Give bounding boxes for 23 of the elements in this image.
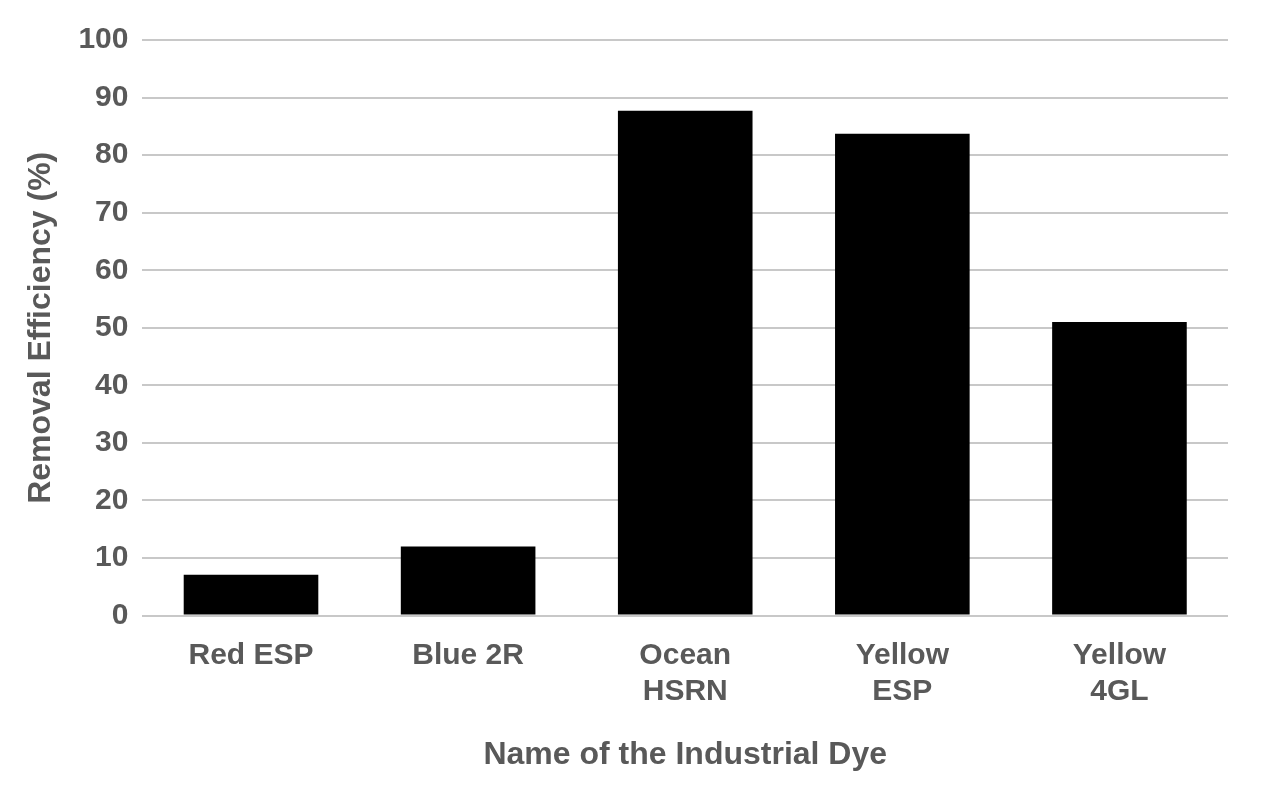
bar (835, 133, 970, 615)
y-tick-label: 80 (95, 136, 129, 170)
y-tick-label: 0 (111, 596, 129, 630)
x-tick-label: Yellow 4GL (1072, 636, 1167, 706)
x-tick-label: Yellow ESP (855, 636, 950, 706)
bar (1052, 322, 1187, 615)
y-tick-label: 100 (78, 21, 129, 55)
bar (400, 546, 536, 615)
y-tick-label: 70 (95, 193, 129, 227)
y-axis-title: Removal Efficiency (%) (21, 151, 58, 504)
y-tick-label: 60 (95, 251, 129, 285)
y-tick-label: 20 (95, 481, 129, 515)
bar (617, 110, 753, 615)
x-tick-label: Red ESP (188, 636, 314, 670)
x-tick-label: Blue 2R (412, 636, 525, 670)
y-tick-label: 10 (95, 539, 129, 573)
y-tick-label: 30 (95, 424, 129, 458)
x-tick-label: Ocean HSRN (639, 636, 732, 706)
y-tick-label: 50 (95, 309, 129, 343)
bar (183, 574, 319, 615)
x-axis-title: Name of the Industrial Dye (483, 734, 888, 771)
y-tick-label: 40 (95, 366, 129, 400)
y-tick-label: 90 (95, 78, 129, 112)
